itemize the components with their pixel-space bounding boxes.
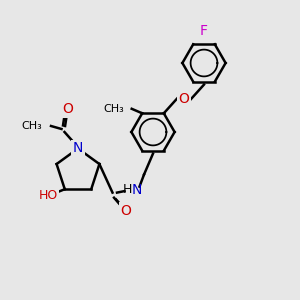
Text: F: F (200, 24, 208, 38)
Text: N: N (131, 183, 142, 196)
Text: H: H (123, 183, 132, 196)
Text: CH₃: CH₃ (21, 121, 42, 131)
Text: O: O (62, 103, 73, 116)
Text: O: O (178, 92, 189, 106)
Text: CH₃: CH₃ (103, 104, 124, 114)
Text: O: O (121, 204, 131, 218)
Text: N: N (73, 142, 83, 155)
Text: HO: HO (39, 189, 58, 202)
